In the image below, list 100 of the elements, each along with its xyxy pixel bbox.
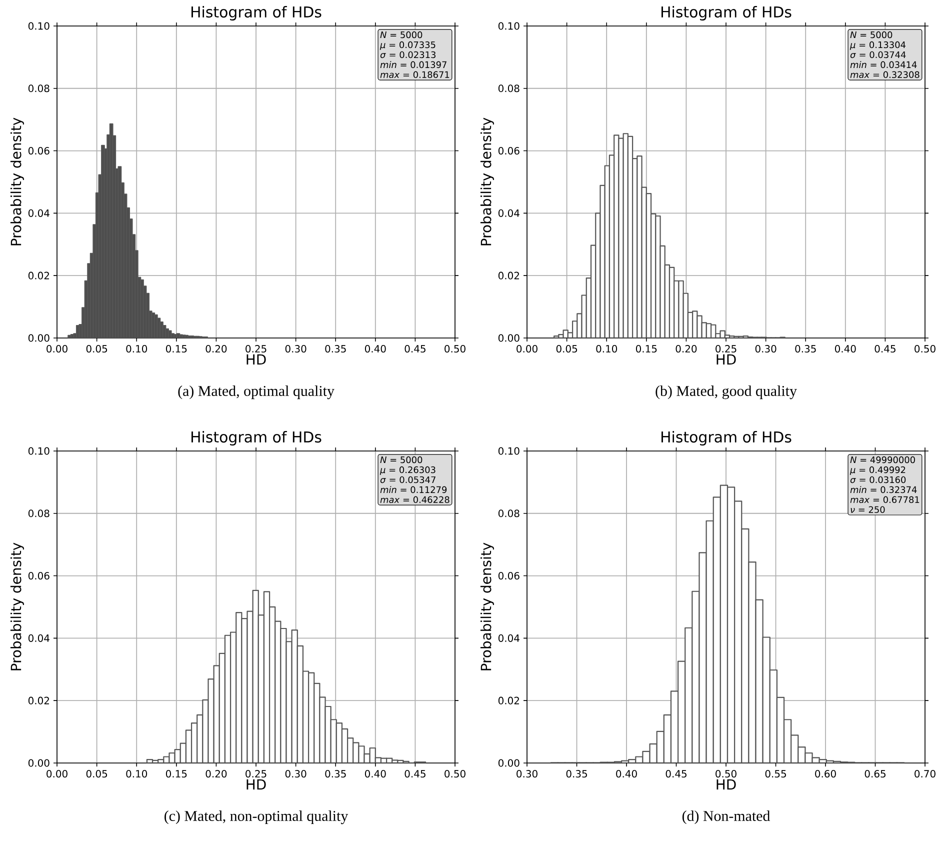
x-tick-label: 0.35: [325, 344, 346, 353]
x-tick-label: 0.55: [765, 770, 786, 778]
annotation: σ = 0.03160: [850, 476, 906, 484]
x-tick-label: 0.50: [914, 344, 936, 353]
annotation: max = 0.18671: [380, 71, 450, 78]
y-tick-label: 0.10: [28, 22, 50, 30]
x-tick-label: 0.10: [126, 770, 148, 778]
x-tick-label: 0.50: [716, 770, 736, 778]
x-axis-title: HD: [716, 779, 736, 790]
y-tick-label: 0.00: [28, 334, 50, 342]
annotation: min = 0.32374: [850, 486, 917, 494]
y-axis-title: Probability density: [10, 542, 24, 670]
annotation: min = 0.03414: [850, 61, 917, 68]
text: (d) Non-mated: [682, 810, 770, 824]
x-tick-label: 0.20: [206, 344, 227, 353]
x-tick-label: 0.00: [46, 770, 68, 778]
annotation: N = 49990000: [850, 456, 915, 464]
annotation: N = 5000: [850, 31, 892, 38]
x-tick-label: 0.30: [516, 770, 538, 778]
x-tick-label: 0.05: [556, 344, 578, 353]
x-tick-label: 0.45: [874, 344, 896, 353]
y-tick-label: 0.04: [28, 634, 50, 642]
annotation: μ = 0.13304: [850, 41, 906, 50]
x-tick-label: 0.05: [86, 344, 108, 353]
y-tick-label: 0.02: [498, 696, 519, 704]
x-axis-title: HD: [246, 779, 266, 790]
annotation: σ = 0.02313: [380, 51, 436, 58]
x-tick-label: 0.00: [516, 344, 538, 353]
text: (b) Mated, good quality: [656, 386, 797, 400]
y-tick-label: 0.00: [498, 334, 520, 342]
text: (c) Mated, non-optimal quality: [164, 810, 348, 824]
x-tick-label: 0.60: [815, 770, 836, 778]
x-tick-label: 0.50: [444, 344, 466, 353]
annotation: max = 0.32308: [850, 71, 920, 78]
x-tick-label: 0.25: [246, 344, 266, 353]
y-tick-label: 0.06: [498, 147, 520, 155]
x-tick-label: 0.15: [166, 770, 187, 778]
annotation: ν = 250: [850, 506, 885, 513]
y-tick-label: 0.02: [498, 272, 519, 280]
chart-title: Histogram of HDs: [192, 431, 322, 446]
annotation: min = 0.11279: [380, 486, 447, 494]
y-tick-label: 0.04: [498, 634, 520, 642]
y-tick-label: 0.02: [28, 696, 49, 704]
x-tick-label: 0.10: [126, 344, 148, 353]
annotation: μ = 0.49992: [850, 466, 906, 475]
x-tick-label: 0.15: [166, 344, 187, 353]
y-tick-label: 0.00: [28, 759, 50, 767]
text: (a) Mated, optimal quality: [178, 386, 334, 400]
x-tick-label: 0.35: [566, 770, 587, 778]
x-tick-label: 0.45: [666, 770, 686, 778]
x-tick-label: 0.25: [246, 770, 266, 778]
x-tick-label: 0.45: [404, 344, 426, 353]
x-tick-label: 0.05: [86, 770, 108, 778]
x-tick-label: 0.40: [616, 770, 637, 778]
x-tick-label: 0.30: [285, 770, 306, 778]
x-tick-label: 0.20: [676, 344, 697, 353]
y-tick-label: 0.08: [498, 84, 520, 92]
x-tick-label: 0.65: [864, 770, 886, 778]
x-tick-label: 0.25: [716, 344, 736, 353]
y-axis-title: Probability density: [480, 542, 494, 670]
y-tick-label: 0.10: [28, 447, 50, 455]
y-tick-label: 0.08: [28, 510, 50, 518]
x-tick-label: 0.15: [636, 344, 657, 353]
chart-title: Histogram of HDs: [662, 431, 792, 446]
y-tick-label: 0.10: [498, 22, 520, 30]
y-axis-title: Probability density: [480, 118, 494, 246]
x-tick-label: 0.00: [46, 344, 68, 353]
x-tick-label: 0.40: [364, 770, 386, 778]
x-tick-label: 0.70: [914, 770, 936, 778]
x-tick-label: 0.50: [444, 770, 466, 778]
annotation: min = 0.01397: [380, 61, 446, 68]
annotation: σ = 0.03744: [850, 51, 906, 58]
chart-title: Histogram of HDs: [662, 6, 792, 20]
y-tick-label: 0.08: [28, 84, 50, 92]
annotation: μ = 0.07335: [380, 41, 436, 50]
y-tick-label: 0.10: [498, 447, 520, 455]
x-tick-label: 0.10: [596, 344, 618, 353]
annotation: σ = 0.05347: [380, 476, 436, 484]
annotation: N = 5000: [380, 456, 422, 464]
y-tick-label: 0.06: [498, 572, 520, 580]
x-tick-label: 0.20: [206, 770, 227, 778]
x-tick-label: 0.45: [404, 770, 426, 778]
y-tick-label: 0.08: [498, 510, 520, 518]
annotation: max = 0.46228: [380, 496, 450, 504]
annotation: max = 0.67781: [850, 496, 920, 504]
y-tick-label: 0.04: [28, 209, 50, 217]
y-tick-label: 0.02: [28, 272, 49, 280]
x-tick-label: 0.30: [755, 344, 776, 353]
x-tick-label: 0.40: [364, 344, 386, 353]
y-tick-label: 0.06: [28, 572, 50, 580]
annotation: N = 5000: [380, 31, 422, 38]
y-tick-label: 0.00: [498, 759, 520, 767]
chart-title: Histogram of HDs: [192, 6, 322, 20]
x-axis-title: HD: [246, 354, 266, 365]
annotation: μ = 0.26303: [380, 466, 436, 475]
x-axis-title: HD: [716, 354, 736, 365]
y-tick-label: 0.06: [28, 147, 50, 155]
x-tick-label: 0.35: [325, 770, 346, 778]
y-axis-title: Probability density: [10, 118, 24, 246]
x-tick-label: 0.40: [834, 344, 856, 353]
